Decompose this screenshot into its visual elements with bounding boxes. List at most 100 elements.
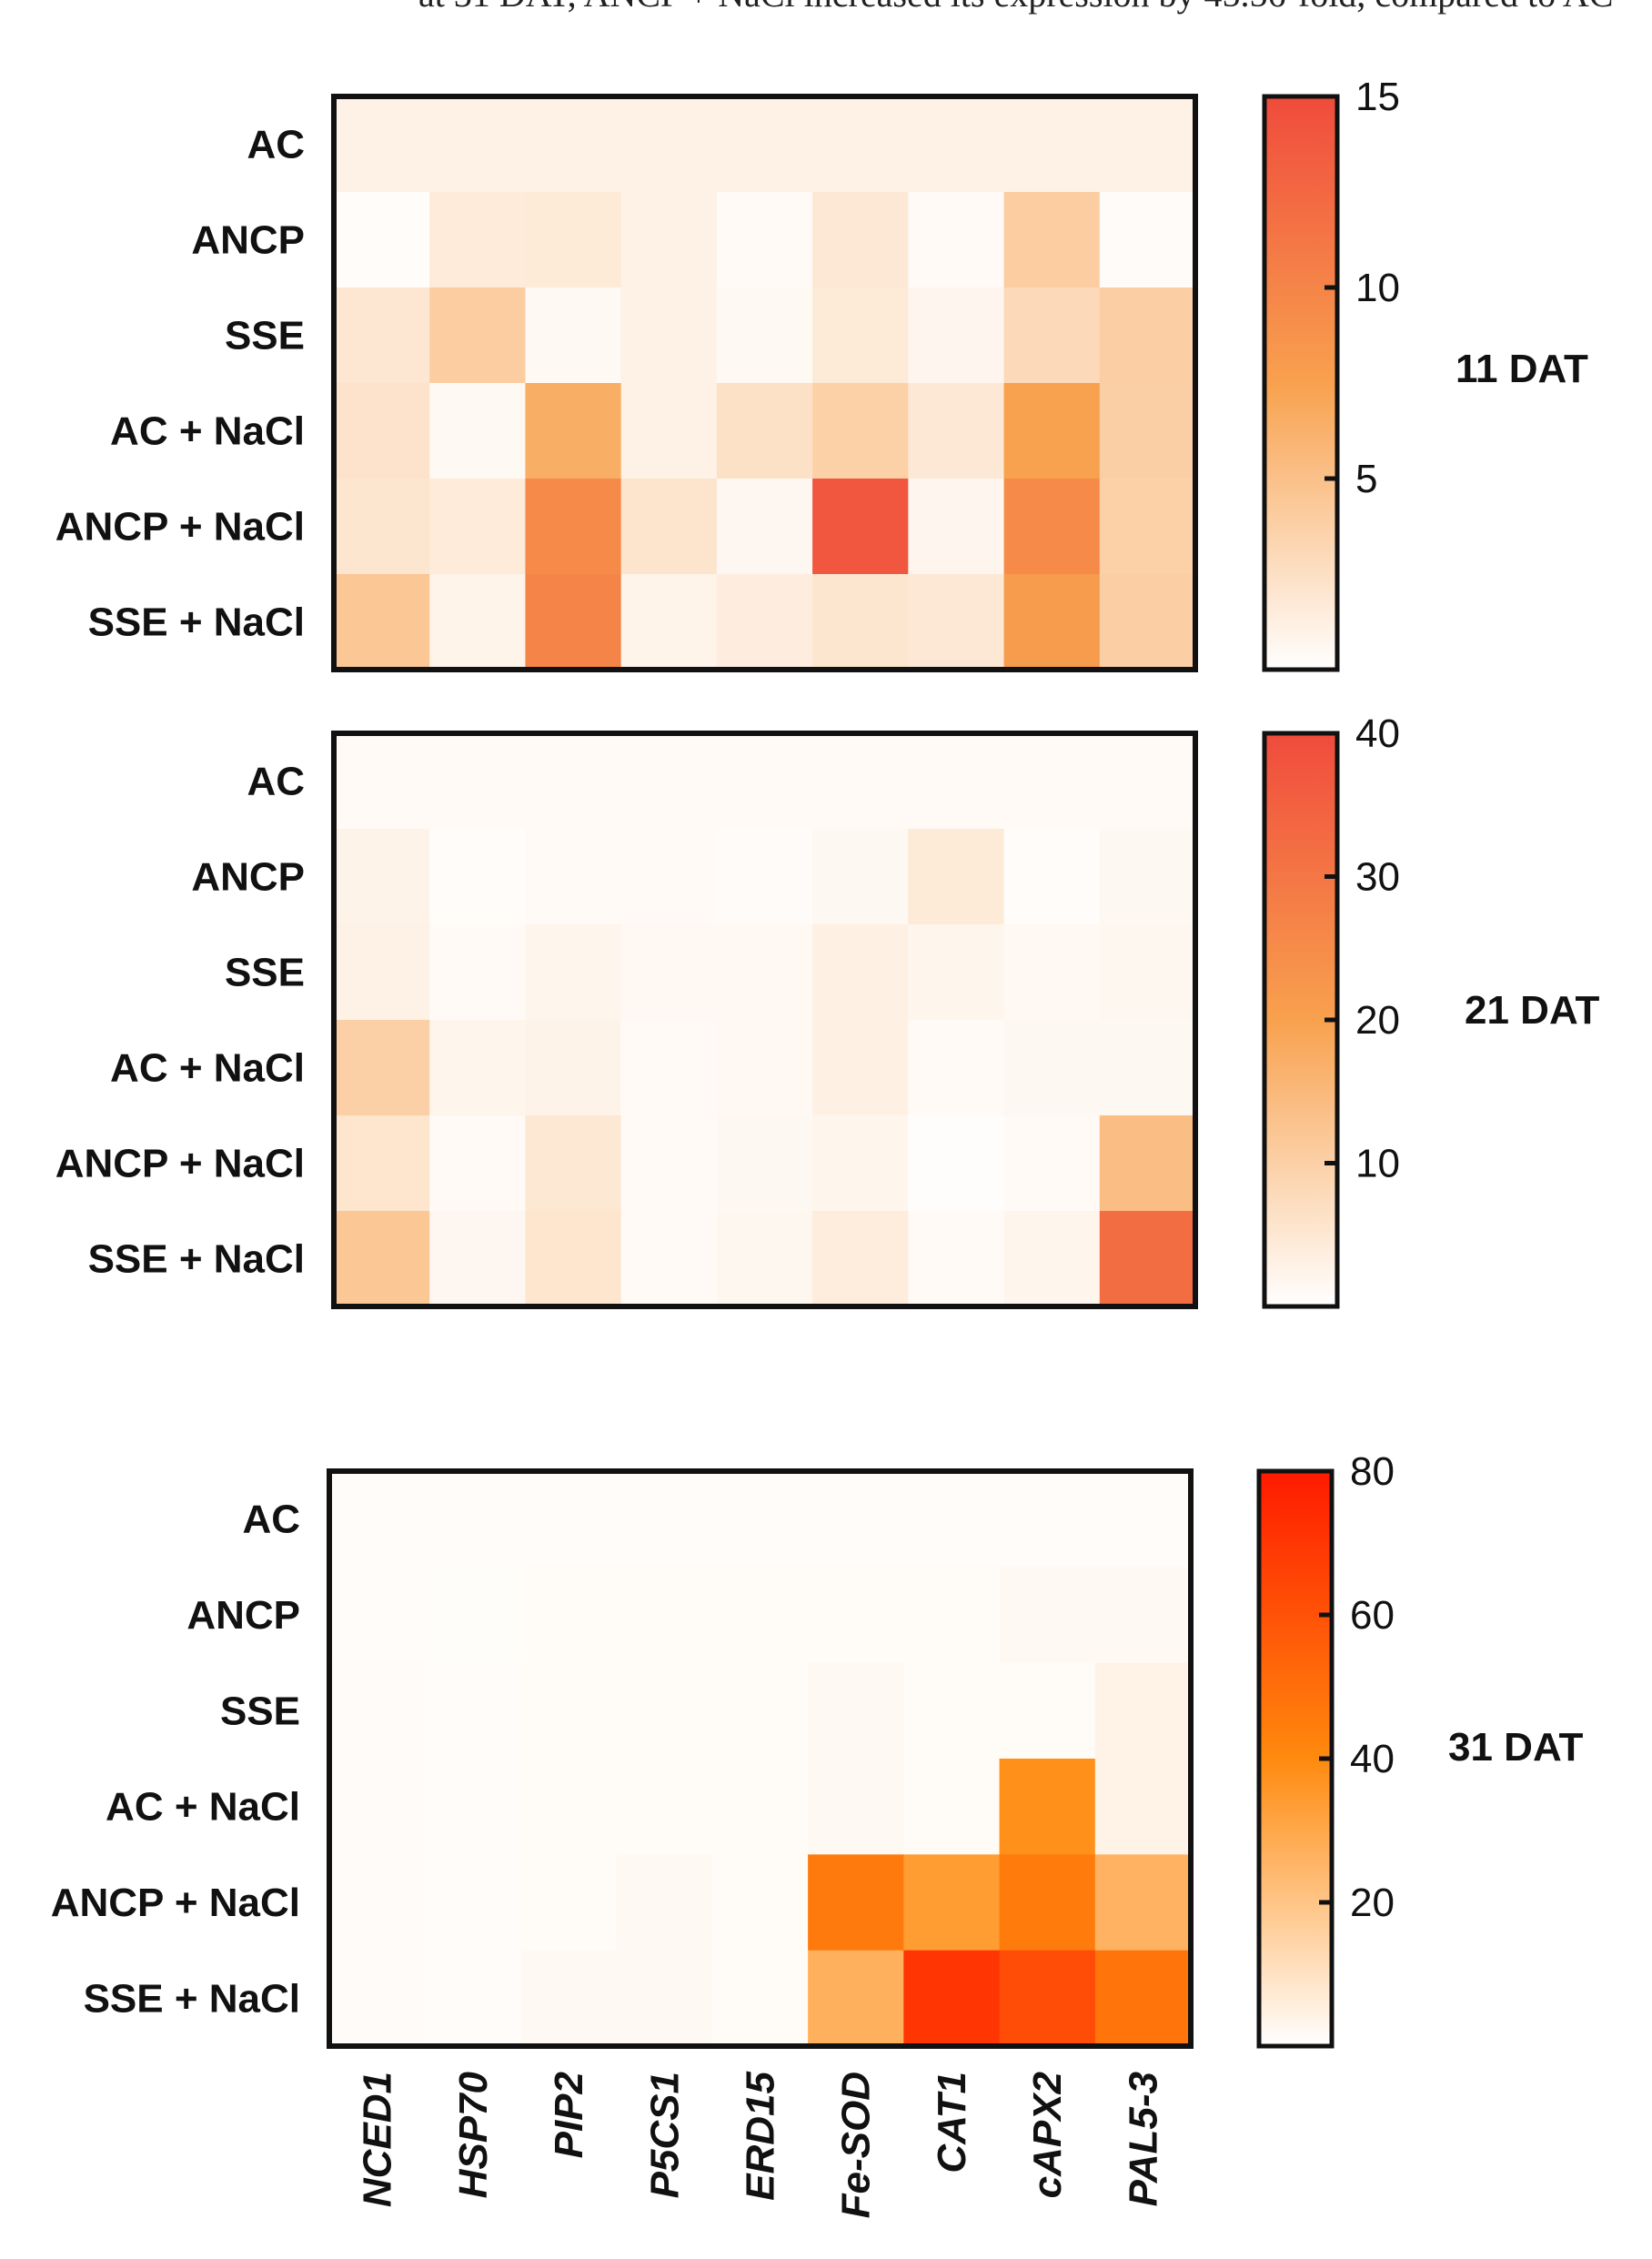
heatmap-cell-ac-pal5-3 (1099, 96, 1196, 193)
row-label: AC + NaCl (110, 1046, 305, 1091)
heatmap-cell-sse-nacl-hsp70 (429, 1211, 527, 1307)
heatmap-cell-ancp-pip2 (525, 192, 622, 288)
heatmap-cell-ac-nacl-p5cs1 (616, 1759, 713, 1855)
heatmap-cell-ac-pal5-3 (1099, 733, 1196, 830)
heatmap-cell-sse-pal5-3 (1099, 924, 1196, 1021)
heatmap-cell-ancp-nacl-erd15 (711, 1854, 809, 1951)
colorbar-tick-label: 5 (1355, 457, 1377, 501)
heatmap-cell-sse-nacl-pal5-3 (1099, 574, 1196, 671)
heatmap-cell-sse-nacl-cat1 (908, 574, 1005, 671)
heatmap-cell-ancp-nacl-p5cs1 (620, 1115, 718, 1212)
row-label: SSE + NaCl (84, 1976, 300, 2021)
heatmap-cell-ancp-nacl-p5cs1 (620, 479, 718, 575)
heatmap-cell-ancp-erd15 (716, 192, 813, 288)
heatmap-cell-ac-nacl-pip2 (525, 383, 622, 479)
heatmap-cell-ancp-nacl-hsp70 (425, 1854, 522, 1951)
heatmap-cell-ac-erd15 (711, 1471, 809, 1568)
heatmap-cell-ac-nacl-pip2 (525, 1020, 622, 1116)
heatmap-cell-ac-cat1 (908, 733, 1005, 830)
heatmap-cell-sse-nacl-fe-sod (812, 574, 909, 671)
heatmap-cell-ac-nacl-p5cs1 (620, 1020, 718, 1116)
heatmap-cell-ancp-fe-sod (812, 192, 909, 288)
heatmap-cell-ancp-hsp70 (429, 192, 527, 288)
heatmap-cell-ac-nacl-cat1 (908, 1020, 1005, 1116)
colorbar-tick-label: 15 (1355, 75, 1400, 119)
heatmap-cell-ancp-nacl-fe-sod (812, 479, 909, 575)
heatmap-cell-sse-nacl-nced1 (329, 1950, 426, 2047)
heatmap-cell-ancp-capx2 (999, 1567, 1096, 1664)
heatmap-cell-ancp-nacl-pal5-3 (1094, 1854, 1192, 1951)
heatmap-cell-ancp-cat1 (908, 192, 1005, 288)
row-label: ANCP + NaCl (55, 505, 305, 550)
row-label: ANCP (191, 855, 305, 900)
heatmap-cell-ancp-erd15 (716, 829, 813, 925)
heatmap-cell-ac-erd15 (716, 733, 813, 830)
heatmap-cell-sse-p5cs1 (620, 924, 718, 1021)
heatmap-cell-sse-nacl-hsp70 (425, 1950, 522, 2047)
heatmap-cell-ancp-nacl-pip2 (520, 1854, 618, 1951)
heatmap-cell-ancp-nced1 (334, 192, 430, 288)
heatmap-cell-ancp-pip2 (525, 829, 622, 925)
heatmap-cell-ancp-nacl-cat1 (908, 1115, 1005, 1212)
heatmap-cell-ancp-nacl-erd15 (716, 479, 813, 575)
row-label: SSE (225, 951, 305, 995)
heatmap-cell-sse-cat1 (908, 287, 1005, 384)
heatmap-cell-ac-nced1 (334, 96, 430, 193)
row-label: AC (242, 1498, 300, 1542)
heatmap-cell-ac-pip2 (520, 1471, 618, 1568)
heatmap-cell-sse-nacl-p5cs1 (620, 1211, 718, 1307)
heatmap-cell-ac-p5cs1 (620, 96, 718, 193)
heatmap-cell-ancp-nacl-fe-sod (808, 1854, 904, 1951)
heatmap-cell-ancp-nacl-p5cs1 (616, 1854, 713, 1951)
heatmap-cell-ancp-pal5-3 (1099, 829, 1196, 925)
row-label: ANCP (186, 1593, 300, 1638)
heatmap-cell-ancp-pip2 (520, 1567, 618, 1664)
heatmap-cell-sse-nacl-nced1 (334, 1211, 430, 1307)
heatmap-cell-ac-nacl-nced1 (334, 1020, 430, 1116)
heatmap-cell-ancp-nacl-pal5-3 (1099, 1115, 1196, 1212)
heatmap-cell-ac-nacl-cat1 (903, 1759, 1001, 1855)
heatmap-cell-ancp-cat1 (908, 829, 1005, 925)
heatmap-cell-ancp-nced1 (329, 1567, 426, 1664)
row-label: SSE + NaCl (88, 1237, 305, 1282)
column-label: Fe-SOD (834, 2072, 879, 2218)
heatmap-cell-sse-nacl-capx2 (1003, 1211, 1101, 1307)
heatmap-cell-ac-nacl-erd15 (716, 1020, 813, 1116)
heatmap-cell-sse-hsp70 (425, 1662, 522, 1760)
heatmap-cell-ac-nacl-p5cs1 (620, 383, 718, 479)
panel-label: 21 DAT (1465, 988, 1599, 1033)
heatmap-cell-sse-pip2 (525, 287, 622, 384)
heatmap-cell-ac-nacl-capx2 (1003, 383, 1101, 479)
heatmap-frame (331, 731, 1198, 1309)
heatmap-cell-ancp-nced1 (334, 829, 430, 925)
heatmap-cell-ancp-pal5-3 (1094, 1567, 1192, 1664)
heatmap-cell-ac-capx2 (999, 1471, 1096, 1568)
heatmap-cell-sse-nacl-pal5-3 (1099, 1211, 1196, 1307)
heatmap-cell-ac-capx2 (1003, 733, 1101, 830)
heatmap-cell-ancp-nacl-nced1 (329, 1854, 426, 1951)
heatmap-cell-ac-nacl-pal5-3 (1099, 383, 1196, 479)
heatmap-cell-sse-nacl-p5cs1 (616, 1950, 713, 2047)
heatmap-cell-sse-nacl-nced1 (334, 574, 430, 671)
heatmap-cell-ancp-nacl-pal5-3 (1099, 479, 1196, 575)
heatmap-cell-ac-pip2 (525, 733, 622, 830)
column-label: ERD15 (739, 2071, 783, 2200)
heatmap-cell-ac-hsp70 (425, 1471, 522, 1568)
heatmap-cell-sse-nacl-pal5-3 (1094, 1950, 1192, 2047)
heatmap-cell-sse-capx2 (1003, 924, 1101, 1021)
heatmap-cell-ac-hsp70 (429, 96, 527, 193)
heatmap-cell-ancp-nacl-fe-sod (812, 1115, 909, 1212)
heatmap-cell-ac-nacl-erd15 (716, 383, 813, 479)
column-label: CAT1 (930, 2072, 974, 2173)
heatmap-cell-sse-nacl-erd15 (711, 1950, 809, 2047)
heatmap-cell-sse-hsp70 (429, 924, 527, 1021)
heatmap-cell-sse-fe-sod (808, 1662, 904, 1760)
heatmap-cell-sse-nced1 (334, 287, 430, 384)
heatmap-cell-ac-nacl-pip2 (520, 1759, 618, 1855)
heatmap-cell-ac-fe-sod (812, 733, 909, 830)
colorbar-tick-label: 20 (1350, 1881, 1395, 1925)
column-label: PIP2 (547, 2071, 591, 2158)
column-label: P5CS1 (642, 2072, 687, 2198)
row-label: AC (247, 760, 305, 804)
colorbar-tick-label: 60 (1350, 1593, 1395, 1638)
